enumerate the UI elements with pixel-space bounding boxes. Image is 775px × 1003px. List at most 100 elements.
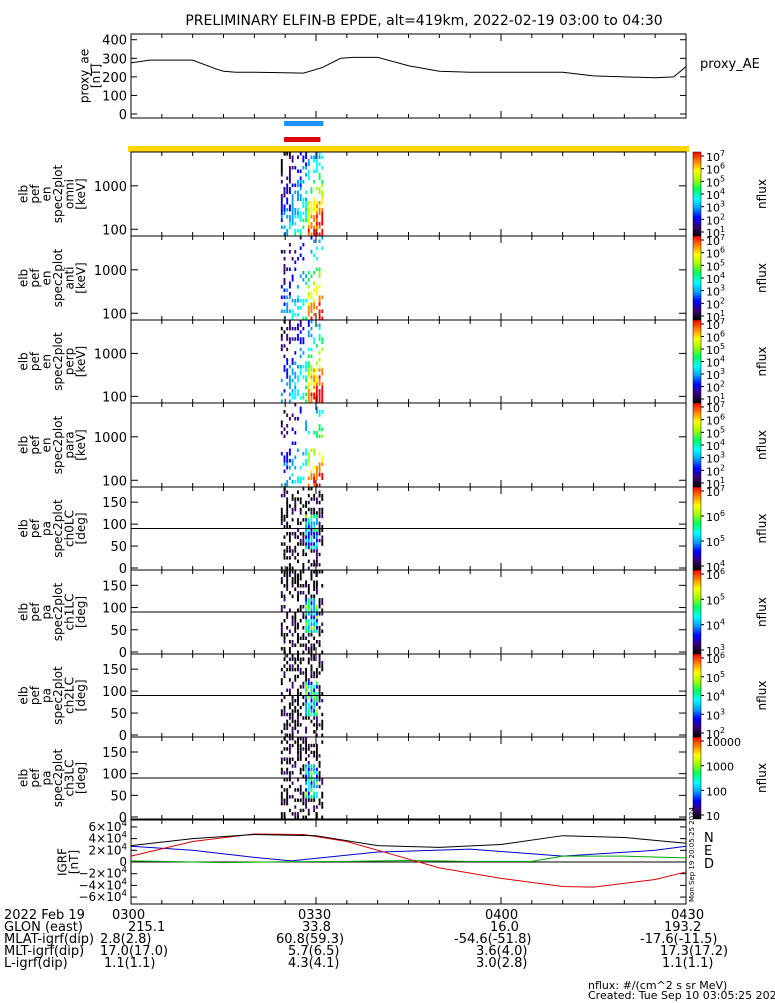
spec-panel-7-cell [318, 664, 321, 668]
spec-panel-7-cell [321, 664, 324, 668]
spec-panel-6-cell [280, 577, 283, 581]
spec-panel-8-cell [315, 754, 318, 758]
spec-panel-8-cell [310, 798, 313, 802]
spec-panel-3-cell [313, 368, 316, 372]
spec-panel-8-cell [307, 760, 310, 765]
spec-panel-4-cell [318, 452, 321, 456]
spec-panel-4-cell [294, 455, 297, 459]
spec-panel-7-cell [305, 671, 308, 675]
spec-panel-1-cell [302, 166, 305, 170]
spec-panel-8-cell [286, 767, 289, 772]
spec-panel-3-cell [318, 378, 321, 383]
spec-panel-5-cell [305, 531, 308, 536]
spec-panel-5-cell [310, 507, 313, 512]
spec-panel-5-cell [283, 487, 286, 491]
spec-panel-8-cell [286, 788, 289, 792]
spec-panel-5-cell [310, 487, 313, 491]
spec-panel-7-cell [291, 681, 294, 686]
spec-panel-4-ylabel-line: pef [28, 435, 42, 455]
spec-panel-1-cell [315, 152, 318, 156]
spec-panel-5-cell [318, 511, 321, 515]
spec-panel-1-cell [280, 180, 283, 184]
spec-panel-6-cell [299, 591, 302, 595]
spec-panel-1-cell [291, 159, 294, 163]
spec-panel-3-cell [280, 399, 283, 403]
spec-panel-7-colorbar-tick-label: 105 [706, 670, 725, 685]
spec-panel-4-cell [280, 483, 283, 487]
spec-panel-2-cell [313, 281, 316, 285]
spec-panel-7-cell [307, 716, 310, 720]
spec-panel-7-cell [315, 674, 318, 679]
footer-created: Created: Tue Sep 10 03:05:25 2024 [588, 989, 775, 1002]
spec-panel-5-colorbar-label: nflux [755, 514, 769, 544]
spec-panel-5-cell [288, 535, 291, 539]
spec-panel-8-cell [318, 774, 321, 778]
spec-panel-8-cell [305, 757, 308, 761]
spec-panel-4-cell [310, 476, 313, 480]
spec-panel-8-cell [283, 778, 286, 782]
spec-panel-1-cell [305, 197, 308, 201]
spec-panel-2-cell [302, 278, 305, 282]
spec-panel-6-cell [283, 636, 286, 640]
spec-panel-1-cell [305, 162, 308, 166]
spec-panel-2-cell [297, 299, 299, 303]
spec-panel-6-cell [288, 647, 291, 651]
spec-panel-7-cell [288, 678, 291, 682]
spec-panel-3-cell [307, 333, 310, 338]
spec-panel-4-cell [286, 424, 289, 428]
spec-panel-5-cell [310, 531, 313, 536]
spec-panel-5-cell [310, 525, 313, 529]
spec-panel-6-ylabel-line: elb [16, 603, 30, 621]
spec-panel-3-cell [307, 330, 310, 334]
spec-panel-1-cell [315, 187, 318, 191]
spec-panel-5-cell [313, 497, 316, 501]
ae-ytick-label: 400 [102, 34, 127, 49]
spec-panel-7-cell [321, 719, 324, 724]
spec-panel-1-cell [315, 159, 318, 163]
spec-panel-7-cell [299, 671, 302, 675]
spec-panel-8-cell [286, 801, 289, 806]
spec-panel-1-cell [321, 190, 324, 194]
spec-panel-6-cell [307, 608, 310, 612]
spec-panel-8-cell [291, 812, 294, 816]
spec-panel-2-cell [288, 267, 291, 271]
spec-panel-5-cell [307, 559, 310, 564]
spec-panel-3-cell [291, 378, 294, 383]
spec-panel-7-colorbar [692, 653, 702, 738]
spec-panel-1-cell [286, 190, 289, 194]
spec-panel-7-cell [315, 719, 318, 724]
spec-panel-7-cell [294, 660, 297, 665]
spec-panel-7-cell [302, 716, 305, 720]
spec-panel-7-cell [310, 657, 313, 661]
spec-panel-7-cell [313, 695, 316, 699]
spec-panel-2-colorbar-tick-label: 107 [706, 233, 725, 248]
spec-panel-1-cell [315, 201, 318, 205]
spec-panel-7-cell [302, 695, 305, 699]
spec-panel-6-ylabel-line: ch1LC [62, 594, 76, 631]
spec-panel-5-cell [307, 518, 310, 522]
spec-panel-1-cell [321, 180, 324, 184]
spec-panel-1-cell [321, 218, 324, 222]
spec-panel-6-cell [321, 629, 324, 633]
spec-panel-1-cell [286, 197, 289, 201]
spec-panel-2-cell [302, 257, 305, 261]
spec-panel-4-cell [286, 462, 289, 466]
spec-panel-1-cell [313, 215, 316, 219]
spec-panel-7-cell [318, 657, 321, 661]
spec-panel-5-cell [307, 528, 310, 532]
spec-panel-3-cell [302, 392, 305, 397]
spec-panel-7-cell [310, 681, 313, 686]
spec-panel-7-cell [283, 657, 286, 661]
footer-l-3: 1.1(1.1) [662, 956, 714, 971]
spec-panel-5-cell [297, 552, 299, 557]
spec-panel-5-cell [294, 556, 297, 560]
spec-panel-2-cell [310, 250, 313, 254]
spec-panel-2-cell [288, 243, 291, 247]
spec-panel-4-ylabel-line: elb [16, 436, 30, 454]
spec-panel-8-cell [294, 788, 297, 792]
spec-panel-5-cell [315, 528, 318, 532]
spec-panel-1-cell [294, 229, 297, 233]
spec-panel-8-cell [305, 798, 308, 802]
ae-line [130, 56, 687, 79]
spec-panel-7-cell [313, 712, 316, 717]
